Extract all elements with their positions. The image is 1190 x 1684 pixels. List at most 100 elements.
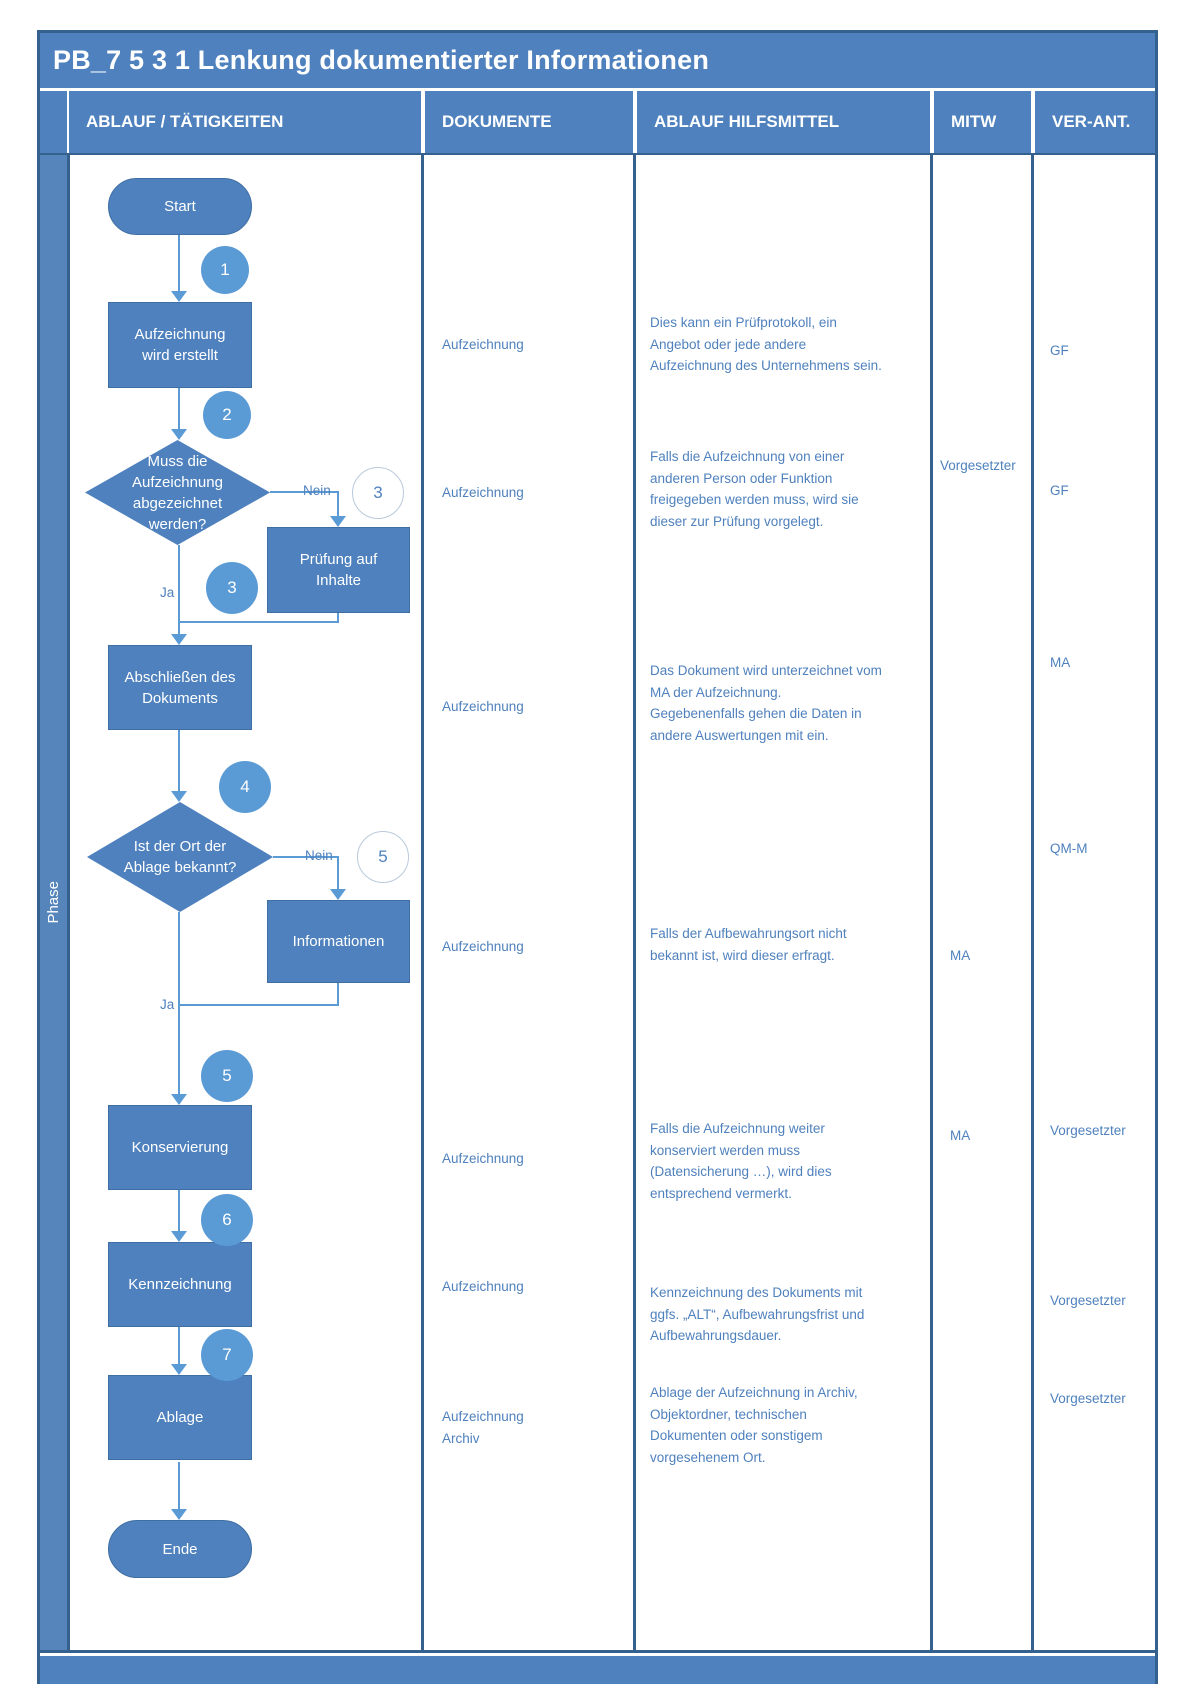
step-badge-4: 4: [219, 761, 271, 813]
annotation-dokumente: Aufzeichnung: [442, 1279, 524, 1294]
annotation-hilfsmittel: Kennzeichnung des Dokuments mit ggfs. „A…: [650, 1285, 865, 1343]
connector: [178, 545, 180, 637]
step-badge-3: 3: [352, 467, 404, 519]
arrowhead-icon: [171, 291, 187, 302]
annotation-hilfsmittel: Falls die Aufzeichnung weiter konservier…: [650, 1121, 832, 1201]
flow-node-ablage: Ablage: [108, 1375, 252, 1460]
edge-label-nein: Nein: [303, 483, 331, 498]
connector: [337, 491, 339, 519]
annotation-verant: Vorgesetzter: [1050, 1293, 1126, 1308]
flow-node-pruefung-auf-inhalte: Prüfung auf Inhalte: [267, 527, 410, 613]
annotation-dokumente: Aufzeichnung: [442, 337, 524, 352]
arrowhead-icon: [171, 1509, 187, 1520]
header-ablauf-hilfsmittel: ABLAUF HILFSMITTEL: [637, 91, 930, 153]
connector: [178, 1462, 180, 1512]
header-phase-cell: [40, 91, 67, 153]
flow-node-label: Informationen: [292, 933, 385, 950]
connector: [337, 983, 339, 1006]
arrowhead-icon: [171, 1094, 187, 1105]
table-border-bottom: [37, 1650, 1158, 1653]
connector: [273, 856, 338, 858]
connector: [178, 235, 180, 293]
flow-node-label: Ist der Ort der Ablage bekannt?: [123, 838, 237, 876]
flow-node-label: Aufzeichnung wird erstellt: [134, 326, 226, 364]
annotation-hilfsmittel: Das Dokument wird unterzeichnet vom MA d…: [650, 663, 882, 743]
edge-label-ja: Ja: [160, 585, 175, 600]
arrowhead-icon: [171, 1231, 187, 1242]
arrowhead-icon: [330, 516, 346, 527]
annotation-dokumente: Aufzeichnung: [442, 1151, 524, 1166]
flow-node-label: Start: [164, 198, 196, 215]
flow-node-ende: Ende: [108, 1520, 252, 1578]
flow-node-aufzeichnung-wird-erstellt: Aufzeichnung wird erstellt: [108, 302, 252, 388]
annotation-verant: MA: [1050, 655, 1071, 670]
arrowhead-icon: [171, 429, 187, 440]
flow-node-label: Ende: [162, 1540, 198, 1558]
connector: [178, 388, 180, 432]
flow-node-label: Kennzeichnung: [128, 1276, 232, 1293]
annotation-verant: GF: [1050, 343, 1069, 358]
flow-node-label: Prüfung auf Inhalte: [299, 551, 378, 589]
connector: [178, 1004, 339, 1006]
step-badge-2: 2: [203, 391, 251, 439]
flow-node-abschliessen-des-dokuments: Abschließen des Dokuments: [108, 645, 252, 730]
annotation-dokumente: Aufzeichnung: [442, 699, 524, 714]
edge-label-nein: Nein: [305, 848, 333, 863]
step-badge-5: 5: [357, 831, 409, 883]
annotation-mitw: Vorgesetzter: [940, 458, 1016, 473]
annotation-hilfsmittel: Falls die Aufzeichnung von einer anderen…: [650, 449, 859, 529]
connector: [178, 621, 339, 623]
step-badge-5: 5: [201, 1050, 253, 1102]
step-badge-1: 1: [201, 246, 249, 294]
table-border-left: [37, 30, 40, 1684]
step-badge-3: 3: [206, 562, 258, 614]
column-divider: [421, 155, 424, 1650]
footer-bar: [40, 1656, 1155, 1684]
connector: [337, 856, 339, 892]
header-mitw: MITW: [934, 91, 1031, 153]
step-badge-6: 6: [201, 1194, 253, 1246]
arrowhead-icon: [171, 791, 187, 802]
phase-lane: Phase: [40, 155, 67, 1650]
flow-node-konservierung: Konservierung: [108, 1105, 252, 1190]
arrowhead-icon: [330, 889, 346, 900]
annotation-hilfsmittel: Ablage der Aufzeichnung in Archiv, Objek…: [650, 1385, 858, 1465]
annotation-verant: Vorgesetzter: [1050, 1391, 1126, 1406]
connector: [178, 1190, 180, 1234]
connector: [178, 730, 180, 794]
connector: [337, 613, 339, 623]
flow-node-kennzeichnung: Kennzeichnung: [108, 1242, 252, 1327]
arrowhead-icon: [171, 634, 187, 645]
page-title: PB_7 5 3 1 Lenkung dokumentierter Inform…: [40, 33, 1155, 88]
column-divider: [1031, 155, 1034, 1650]
annotation-dokumente: Aufzeichnung: [442, 485, 524, 500]
connector: [270, 491, 338, 493]
column-divider: [633, 155, 636, 1650]
table-border-top: [37, 30, 1158, 33]
annotation-hilfsmittel: Dies kann ein Prüfprotokoll, ein Angebot…: [650, 315, 882, 373]
annotation-mitw: MA: [950, 948, 971, 963]
header-ablauf-taetigkeiten: ABLAUF / TÄTIGKEITEN: [69, 91, 421, 153]
flow-node-muss-abgezeichnet-werden: Muss die Aufzeichnung abgezeichnet werde…: [85, 440, 270, 545]
annotation-verant: Vorgesetzter: [1050, 1123, 1126, 1138]
flow-node-label: Muss die Aufzeichnung abgezeichnet werde…: [132, 452, 223, 533]
arrowhead-icon: [171, 1364, 187, 1375]
column-divider: [930, 155, 933, 1650]
annotation-verant: QM-M: [1050, 841, 1088, 856]
flow-node-label: Konservierung: [131, 1139, 229, 1156]
column-divider: [67, 155, 70, 1650]
flow-node-ist-ort-der-ablage-bekannt: Ist der Ort der Ablage bekannt?: [87, 802, 273, 912]
edge-label-ja: Ja: [160, 997, 175, 1012]
connector: [178, 1327, 180, 1367]
table-border-right: [1155, 30, 1158, 1684]
header-ver-ant: VER-ANT.: [1035, 91, 1155, 153]
annotation-mitw: MA: [950, 1128, 971, 1143]
annotation-dokumente: Aufzeichnung: [442, 939, 524, 954]
flow-node-label: Abschließen des Dokuments: [124, 668, 236, 707]
step-badge-7: 7: [201, 1329, 253, 1381]
annotation-hilfsmittel: Falls der Aufbewahrungsort nicht bekannt…: [650, 926, 847, 963]
header-bottom-line: [37, 153, 1158, 155]
